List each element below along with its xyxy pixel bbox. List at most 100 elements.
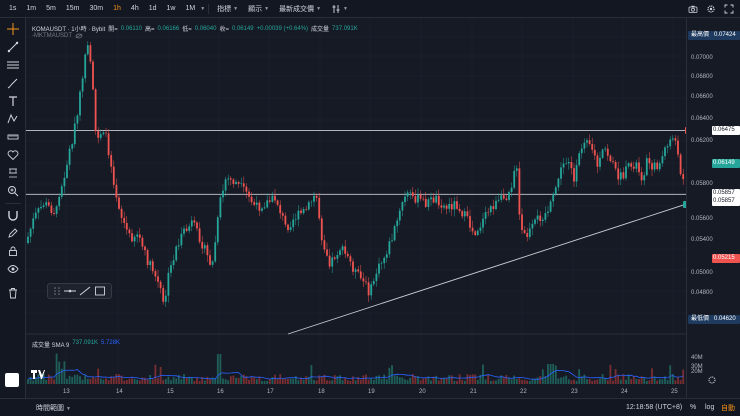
fullscreen-icon[interactable] xyxy=(724,4,734,14)
sliders-icon xyxy=(332,4,340,13)
volume-legend: 成交量 SMA 9 737.091K 5.728K xyxy=(32,340,120,349)
auto-scale-toggle[interactable]: 自動 xyxy=(721,404,735,412)
volume-bar xyxy=(658,379,661,384)
candle-body xyxy=(94,89,97,132)
candle-body xyxy=(266,200,269,208)
volume-bar xyxy=(435,375,438,384)
price-chart[interactable] xyxy=(26,18,686,398)
alert-marker-lower[interactable] xyxy=(683,201,686,208)
volume-bar xyxy=(391,365,393,384)
candle-body xyxy=(648,158,651,164)
candle-body xyxy=(331,257,334,267)
drag-handle-icon[interactable] xyxy=(53,286,61,296)
trendline-icon[interactable] xyxy=(79,286,91,296)
settings-gear-icon[interactable] xyxy=(706,4,716,14)
pattern-tool[interactable] xyxy=(6,112,20,126)
alert-marker-upper[interactable] xyxy=(685,127,686,134)
timeframe-dropdown-icon[interactable]: ▼ xyxy=(200,5,206,12)
timeframe-4h[interactable]: 4h xyxy=(130,5,139,12)
candle-body xyxy=(531,223,534,229)
candle-body xyxy=(476,230,479,235)
volume-bar xyxy=(37,374,40,384)
timeframe-1m[interactable]: 1m xyxy=(26,5,37,12)
volume-bar xyxy=(201,377,204,384)
brush-tool[interactable] xyxy=(6,76,20,90)
magnet-tool[interactable] xyxy=(6,208,20,222)
color-swatch[interactable] xyxy=(5,373,19,387)
timeframe-15m[interactable]: 15m xyxy=(65,5,80,12)
candle-body xyxy=(276,200,279,205)
symbol-label[interactable]: KOMAUSDT · 1小時 · Bybit xyxy=(32,27,106,33)
last-price-menu[interactable]: 最新成交價 ▼ xyxy=(279,5,322,13)
zoom-tool[interactable] xyxy=(6,184,20,198)
volume-bar xyxy=(513,375,516,384)
timeframe-1s[interactable]: 1s xyxy=(9,5,17,12)
volume-sma-label[interactable]: 成交量 SMA 9 xyxy=(32,343,70,349)
volume-bar xyxy=(372,380,375,384)
timeframe-1w[interactable]: 1w xyxy=(166,5,176,12)
volume-bar xyxy=(575,380,578,384)
volume-bar xyxy=(443,378,445,384)
rectangle-icon[interactable] xyxy=(94,286,106,296)
volume-bar xyxy=(185,377,188,384)
candle-body xyxy=(653,162,656,170)
ascending-trendline[interactable] xyxy=(287,203,686,335)
volume-bar xyxy=(643,378,646,384)
volume-bar xyxy=(209,379,211,384)
text-tool[interactable] xyxy=(6,94,20,108)
candle-body xyxy=(510,187,513,193)
timeframe-30m[interactable]: 30m xyxy=(89,5,104,12)
candle-body xyxy=(248,191,250,197)
tradingview-logo[interactable] xyxy=(31,370,45,381)
display-menu[interactable]: 顯示 ▼ xyxy=(248,5,270,13)
timeframe-1M[interactable]: 1M xyxy=(185,5,196,12)
hide-drawings-tool[interactable] xyxy=(6,262,20,276)
volume-bar xyxy=(547,364,549,384)
candle-body xyxy=(159,281,162,289)
draw-mode-tool[interactable] xyxy=(6,226,20,240)
volume-bar xyxy=(271,377,274,384)
trendline-tool[interactable] xyxy=(6,40,20,54)
volume-bar xyxy=(175,378,178,384)
volume-bar xyxy=(133,378,136,384)
eye-hidden-icon[interactable] xyxy=(75,33,83,39)
log-scale-toggle[interactable]: log xyxy=(705,404,715,411)
time-range-button[interactable]: 時間範圍 ▼ xyxy=(36,404,71,412)
crosshair-tool[interactable] xyxy=(6,22,20,36)
price-axis[interactable]: 最高價 0.07424 0.07000 0.06800 0.06600 0.06… xyxy=(686,18,740,398)
clock-display[interactable]: 12:18:58 (UTC+8) xyxy=(626,404,683,411)
ma-label[interactable]: -MKTMAUSDT xyxy=(32,33,72,39)
volume-bar xyxy=(401,377,404,384)
volume-bar xyxy=(164,379,167,384)
candle-body xyxy=(383,257,386,264)
long-position-tool[interactable] xyxy=(6,166,20,180)
timeframe-1h[interactable]: 1h xyxy=(113,5,121,12)
candle-body xyxy=(453,201,456,210)
candle-body xyxy=(66,164,68,178)
percent-scale-toggle[interactable]: % xyxy=(690,404,697,411)
volume-bar xyxy=(120,375,123,384)
volume-bar xyxy=(40,378,42,384)
favorites-tool[interactable] xyxy=(6,148,20,162)
lowest-price-badge: 最低價 xyxy=(688,315,736,324)
measure-tool[interactable] xyxy=(6,130,20,144)
candle-body xyxy=(474,231,477,235)
chart-settings-menu[interactable]: ▼ xyxy=(326,4,353,14)
camera-icon[interactable] xyxy=(688,4,698,14)
settings-gear-icon[interactable] xyxy=(707,375,717,385)
volume-bar xyxy=(266,380,269,384)
candle-body xyxy=(583,142,586,149)
candle-body xyxy=(60,186,63,197)
candle-body xyxy=(214,242,217,262)
timeframe-5m[interactable]: 5m xyxy=(46,5,56,12)
candle-body xyxy=(229,178,232,180)
lock-drawings-tool[interactable] xyxy=(6,244,20,258)
horizontal-lines-tool[interactable] xyxy=(6,58,20,72)
horizontal-ray-icon[interactable] xyxy=(63,286,76,296)
indicators-menu[interactable]: 指標 ▼ xyxy=(217,5,239,13)
volume-bar xyxy=(71,376,74,384)
candle-body xyxy=(580,148,583,154)
delete-drawings-tool[interactable] xyxy=(6,286,20,300)
timeframe-1d[interactable]: 1d xyxy=(148,5,157,12)
text-icon xyxy=(9,96,17,106)
